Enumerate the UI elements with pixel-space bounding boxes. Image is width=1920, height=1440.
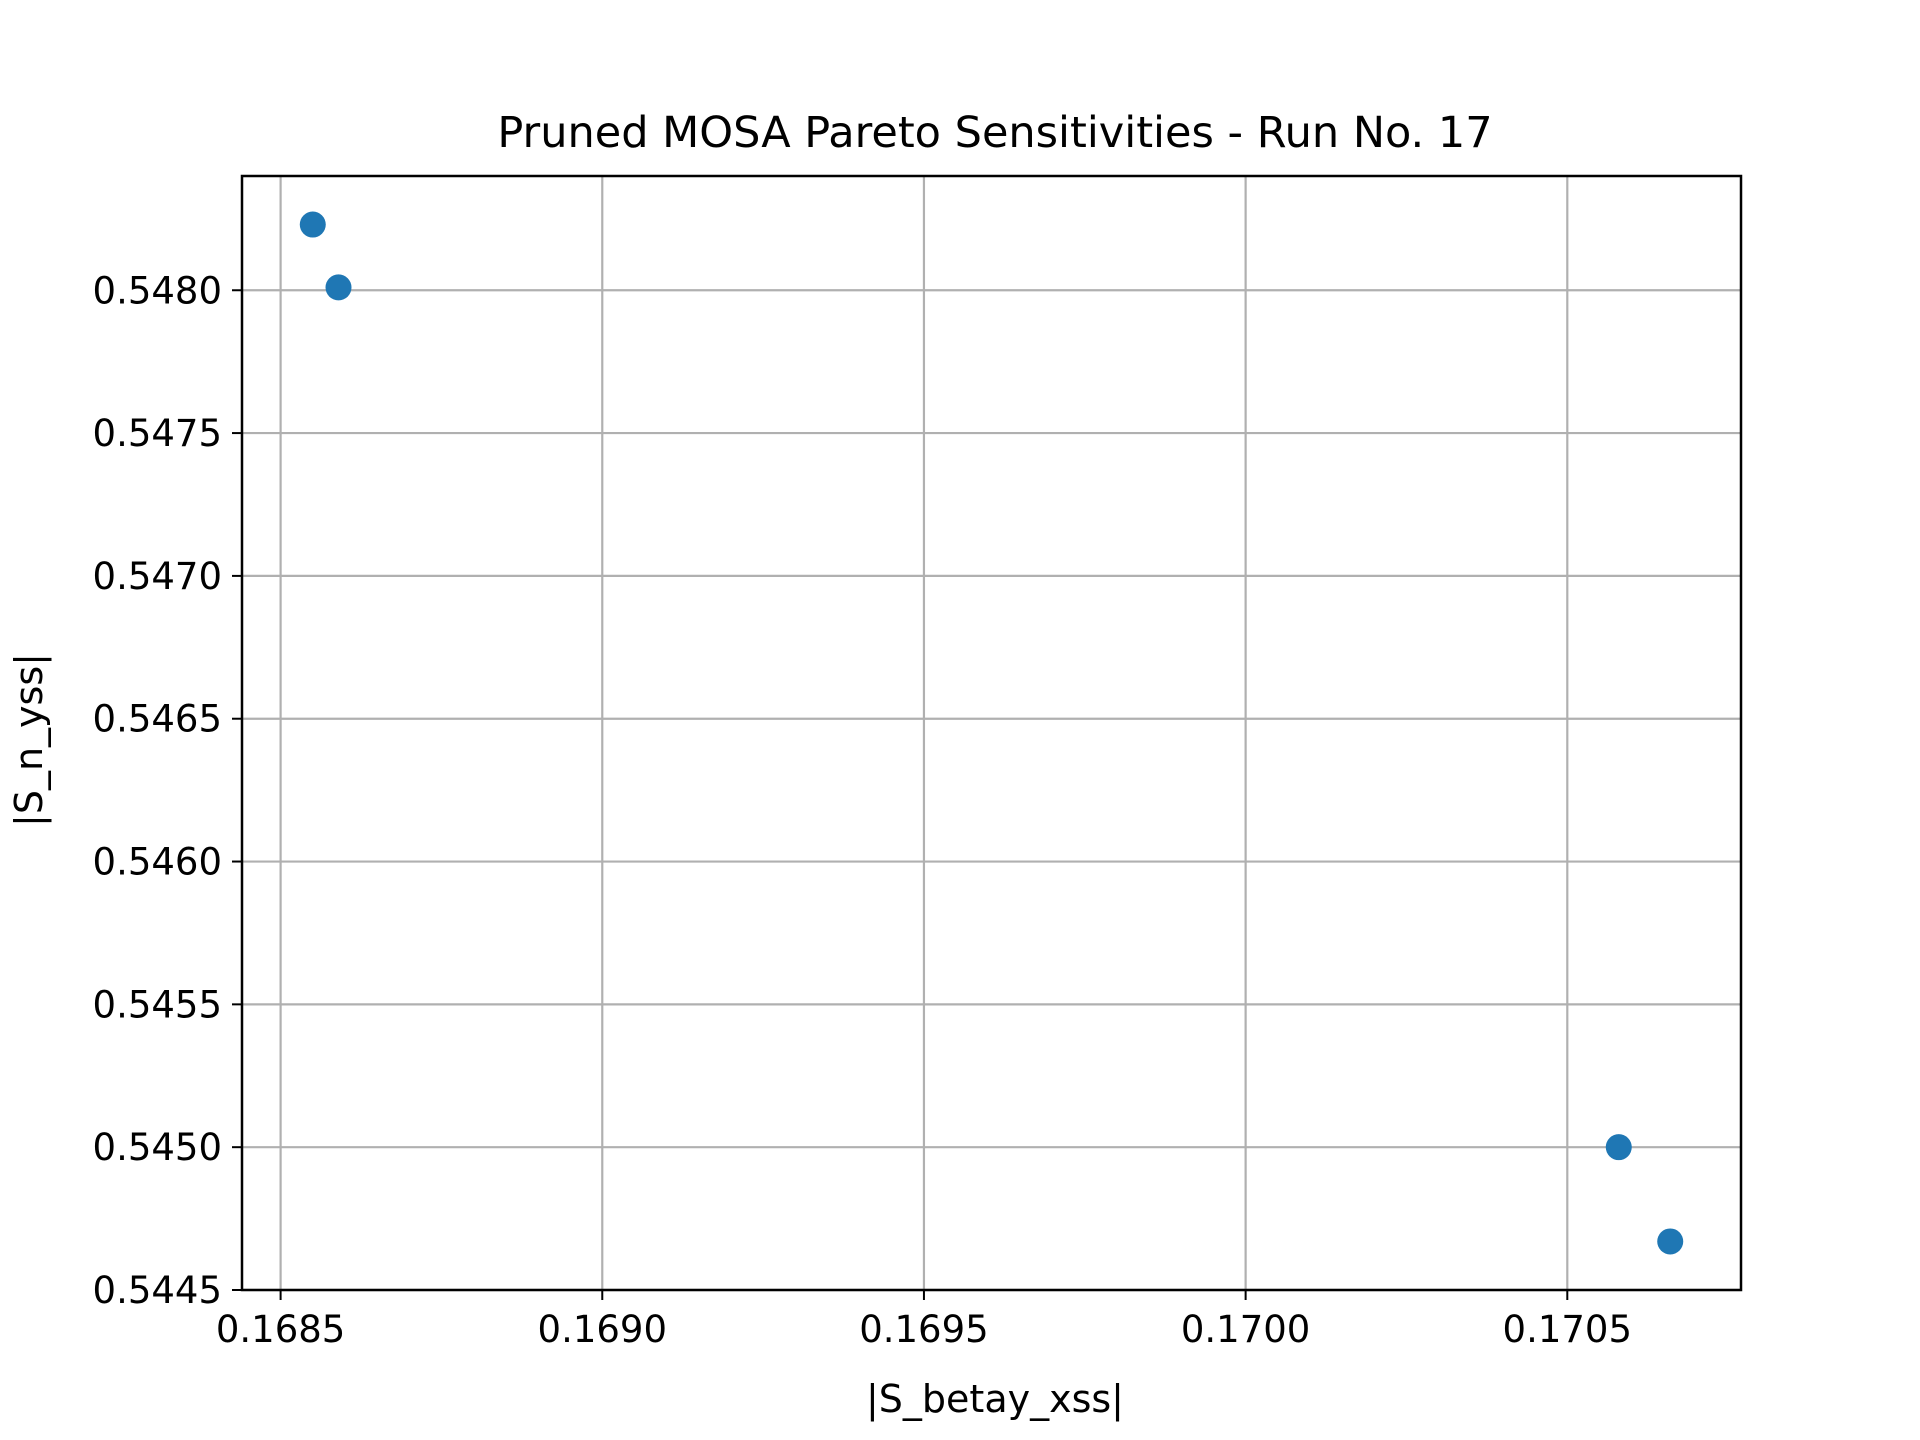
x-axis: 0.1685 0.1690 0.1695 0.1700 0.1705	[216, 1290, 1632, 1351]
y-tick-label: 0.5465	[93, 698, 222, 741]
x-tick-label: 0.1700	[1181, 1308, 1310, 1351]
data-point	[1605, 1134, 1632, 1161]
chart-title: Pruned MOSA Pareto Sensitivities - Run N…	[497, 108, 1492, 158]
data-point	[299, 211, 326, 238]
plot-frame	[240, 174, 1743, 1292]
y-tick-label: 0.5480	[93, 269, 222, 312]
y-tick-label: 0.5470	[93, 555, 222, 598]
y-axis-label: |S_n_yss|	[7, 653, 52, 827]
y-tick-label: 0.5475	[93, 412, 222, 455]
x-axis-label: |S_betay_xss|	[866, 1377, 1124, 1422]
x-tick-label: 0.1685	[216, 1308, 345, 1351]
x-tick-label: 0.1695	[859, 1308, 988, 1351]
y-tick-label: 0.5460	[93, 841, 222, 884]
y-tick-label: 0.5455	[93, 983, 222, 1026]
x-tick-label: 0.1705	[1503, 1308, 1632, 1351]
data-point	[325, 274, 352, 301]
y-axis: 0.5445 0.5450 0.5455 0.5460 0.5465 0.5470 0.54…	[93, 269, 242, 1312]
x-tick-label: 0.1690	[538, 1308, 667, 1351]
y-tick-label: 0.5445	[93, 1269, 222, 1312]
y-tick-label: 0.5450	[93, 1126, 222, 1169]
data-point	[1657, 1228, 1684, 1255]
data-points	[299, 211, 1684, 1255]
